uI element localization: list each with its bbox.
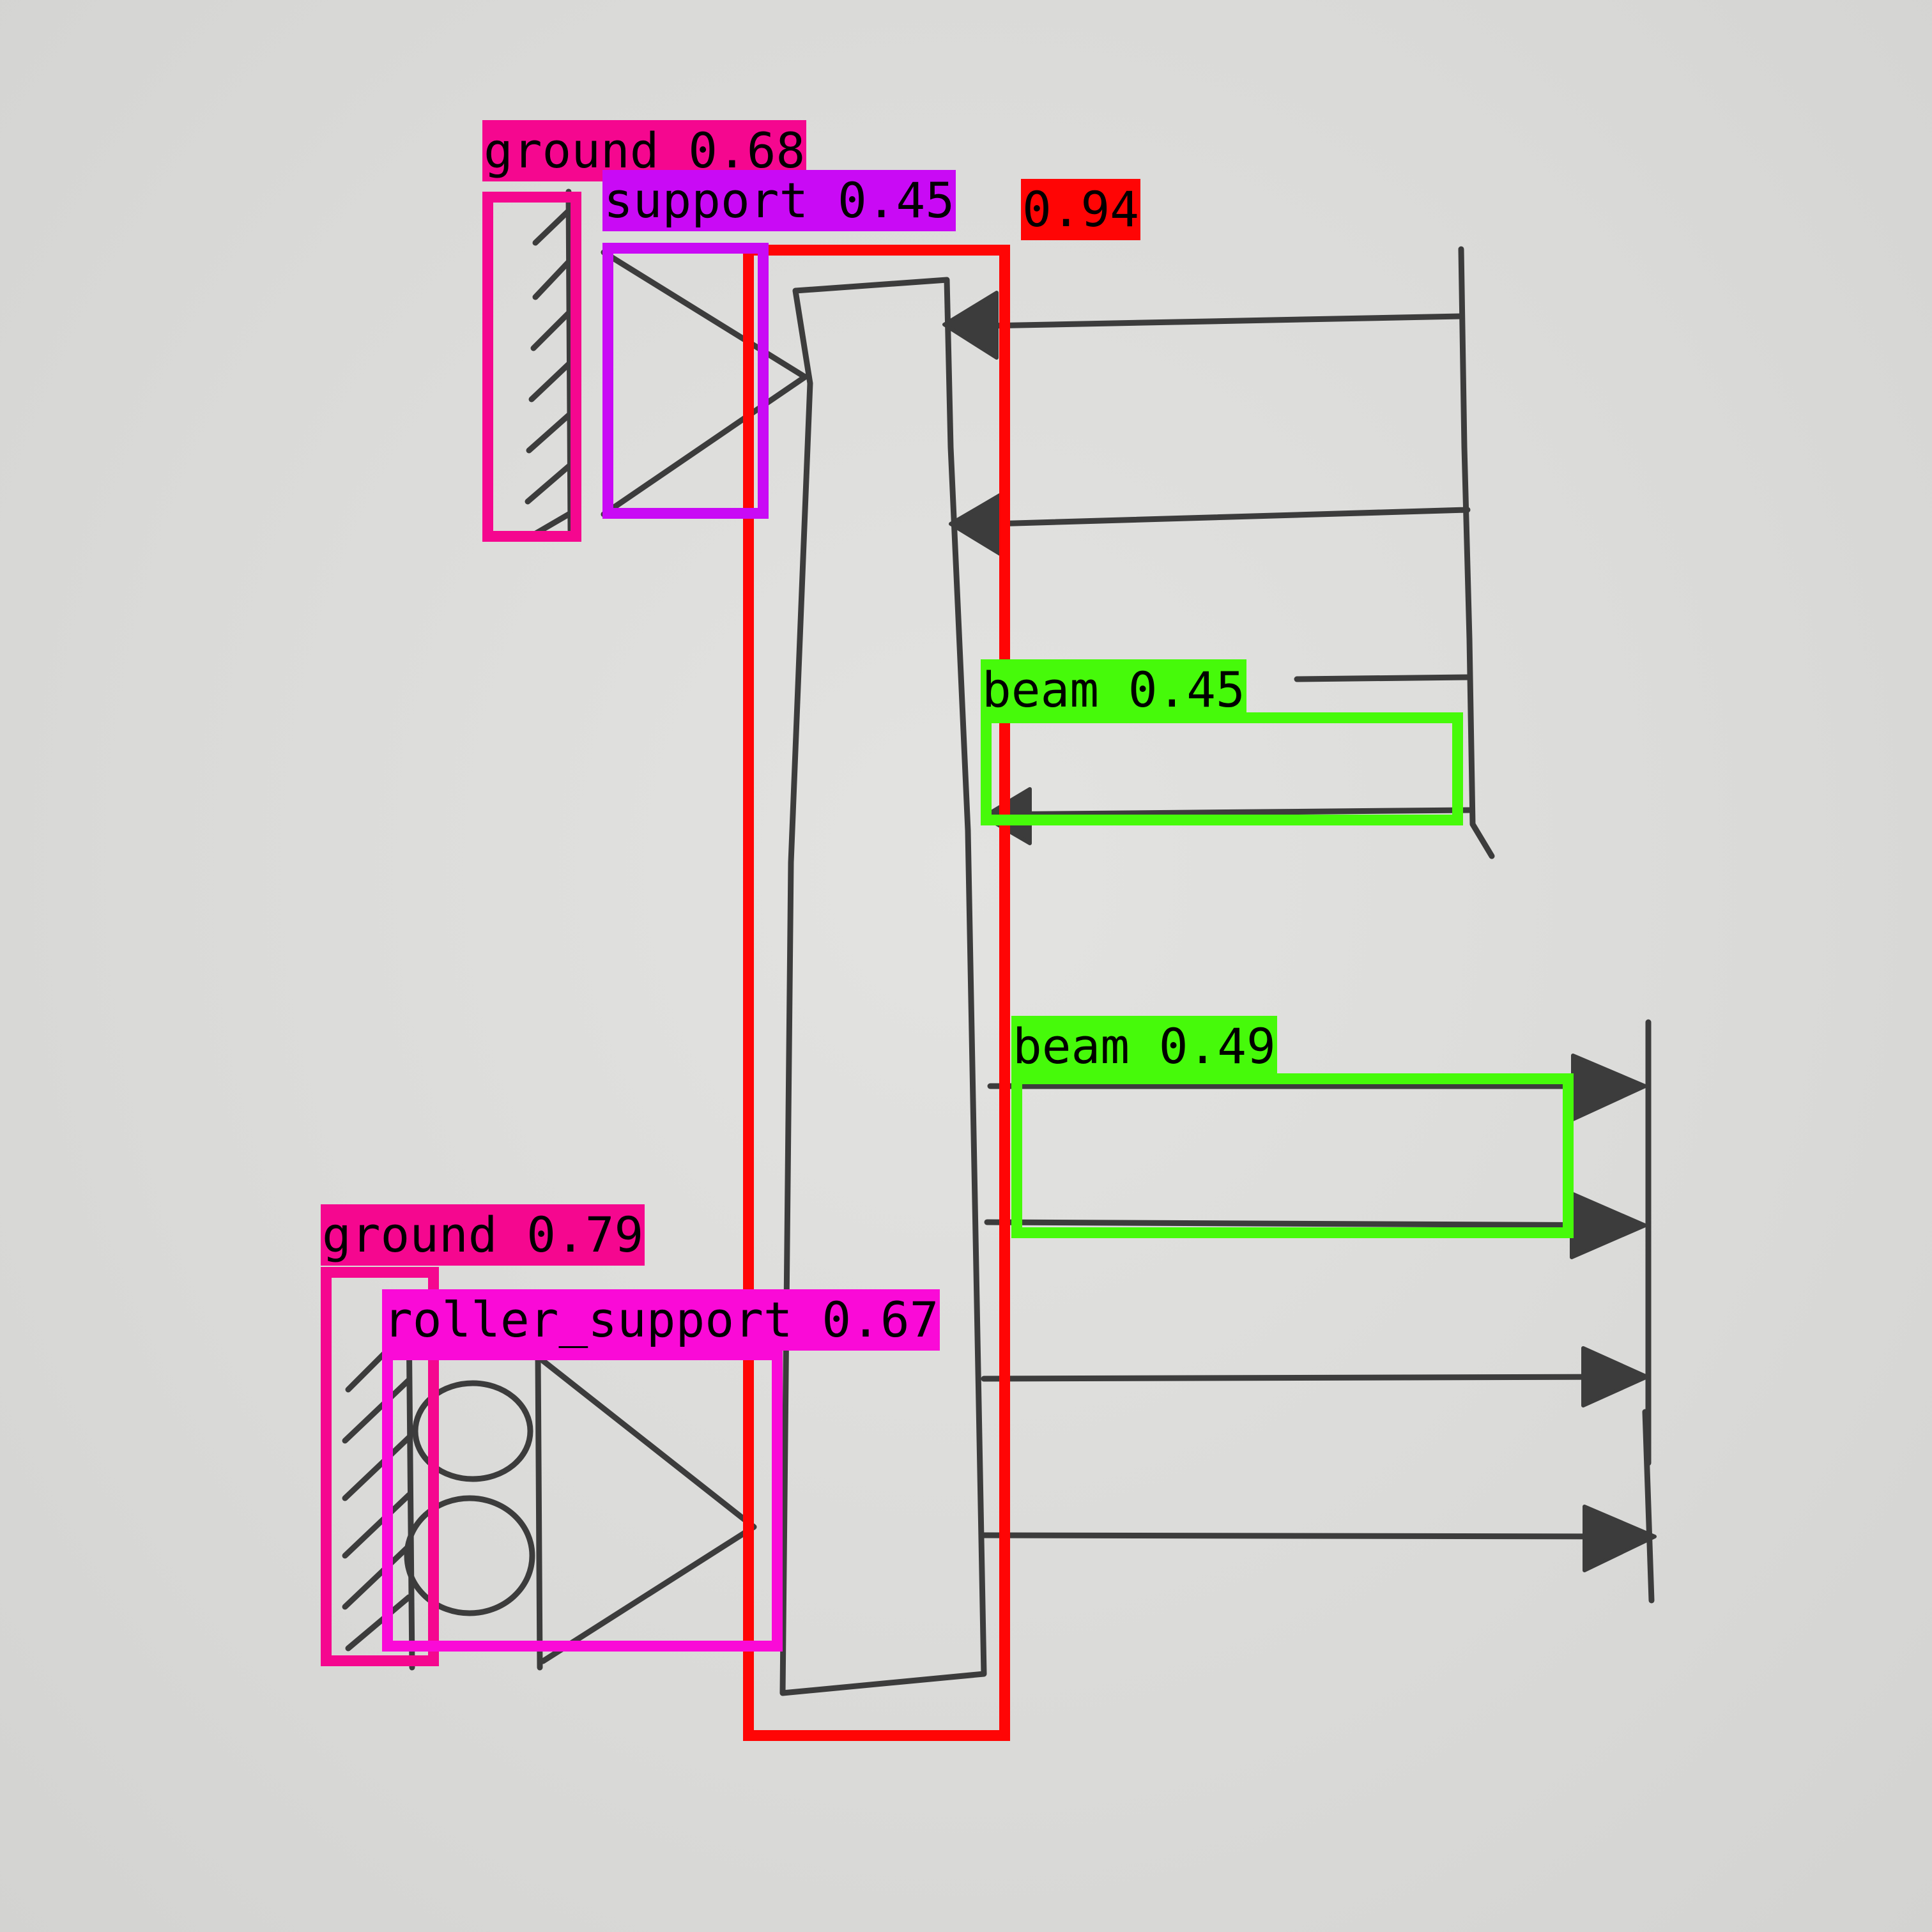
label-beam-lower: beam 0.49 (1011, 1016, 1277, 1077)
bbox-roller-support (382, 1349, 783, 1652)
upper-load-arrow-4 (984, 807, 1473, 818)
vertical-beam-outline (779, 277, 987, 1696)
roller-wheel-top (412, 1380, 533, 1482)
roller-support-triangle (540, 1358, 757, 1664)
lower-load-arrow-3 (981, 1374, 1639, 1382)
upper-load-arrow-2 (990, 507, 1471, 527)
label-ground-bottom: ground 0.79 (321, 1204, 645, 1266)
lower-load-arrow-2 (984, 1219, 1636, 1229)
upper-load-baseline (1458, 246, 1495, 859)
pin-support-triangle (601, 249, 808, 518)
label-roller-support: roller_support 0.67 (382, 1289, 940, 1351)
bbox-support-top (602, 243, 769, 519)
bbox-ground-bottom (321, 1267, 439, 1666)
label-support-top: support 0.45 (602, 170, 956, 231)
top-wall-line (565, 188, 574, 533)
bbox-ground-top (482, 192, 581, 542)
label-beam-upper: beam 0.45 (981, 659, 1246, 721)
bottom-wall-line (406, 1313, 415, 1671)
roller-base-line (535, 1351, 543, 1671)
arrowhead-lower-1 (1571, 1054, 1647, 1121)
lower-load-arrow-4 (981, 1532, 1645, 1540)
roller-wheel-bottom (404, 1495, 535, 1616)
arrowhead-upper-1 (942, 291, 999, 360)
arrowhead-lower-2 (1570, 1192, 1647, 1259)
upper-load-arrow-3 (1294, 674, 1473, 682)
bbox-beam-vertical (743, 245, 1010, 1741)
label-beam-vertical: 0.94 (1021, 179, 1141, 240)
lower-load-baseline (1642, 1019, 1655, 1604)
upper-load-arrow-1 (984, 313, 1464, 329)
arrowhead-lower-4 (1583, 1505, 1657, 1572)
bbox-beam-upper (981, 712, 1463, 825)
top-wall-hatching (525, 208, 572, 540)
bottom-wall-hatching (342, 1326, 412, 1652)
arrowhead-lower-3 (1581, 1346, 1649, 1407)
bbox-beam-lower (1011, 1073, 1574, 1238)
